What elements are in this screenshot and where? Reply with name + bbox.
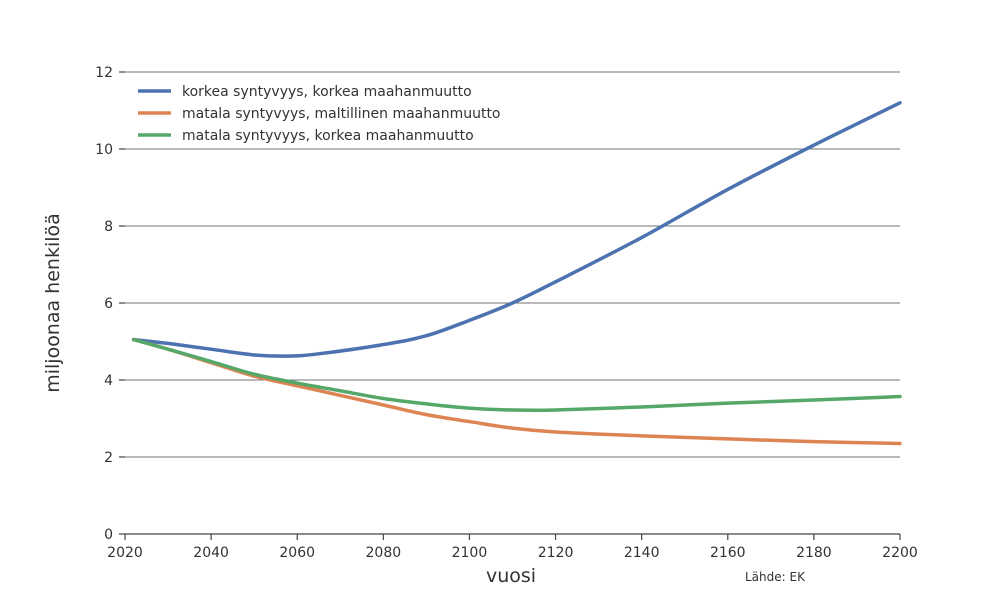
x-tick-label: 2060 <box>279 545 315 561</box>
x-tick-label: 2020 <box>107 545 143 561</box>
x-tick-label: 2080 <box>366 545 402 561</box>
x-tick-label: 2140 <box>624 545 660 561</box>
source-label: Lähde: EK <box>745 570 806 584</box>
x-tick-label: 2120 <box>538 545 574 561</box>
series-line-0 <box>131 101 902 358</box>
legend-label: matala syntyvyys, korkea maahanmuutto <box>182 128 474 144</box>
x-tick-label: 2160 <box>710 545 746 561</box>
legend-label: korkea syntyvyys, korkea maahanmuutto <box>182 84 472 100</box>
series-lines <box>131 101 902 446</box>
x-tick-label: 2200 <box>882 545 918 561</box>
y-tick-label: 2 <box>104 450 113 466</box>
legend: korkea syntyvyys, korkea maahanmuutto mat… <box>138 84 501 144</box>
x-tick-label: 2100 <box>452 545 488 561</box>
y-tick-label: 6 <box>104 296 113 312</box>
y-axis-title: miljoonaa henkilöä <box>42 213 64 393</box>
y-tick-label: 10 <box>95 142 113 158</box>
y-tick-label: 4 <box>104 373 113 389</box>
y-tick-label: 8 <box>104 219 113 235</box>
axes: 0 2 4 6 8 10 12 2020 2040 2060 2080 2100 2120 2140 216… <box>95 65 918 561</box>
x-tick-label: 2040 <box>193 545 229 561</box>
y-tick-label: 12 <box>95 65 113 81</box>
y-tick-label: 0 <box>104 527 113 543</box>
series-line-2 <box>131 337 902 413</box>
x-tick-label: 2180 <box>796 545 832 561</box>
legend-label: matala syntyvyys, maltillinen maahanmuut… <box>182 106 501 122</box>
x-axis-title: vuosi <box>486 565 536 587</box>
